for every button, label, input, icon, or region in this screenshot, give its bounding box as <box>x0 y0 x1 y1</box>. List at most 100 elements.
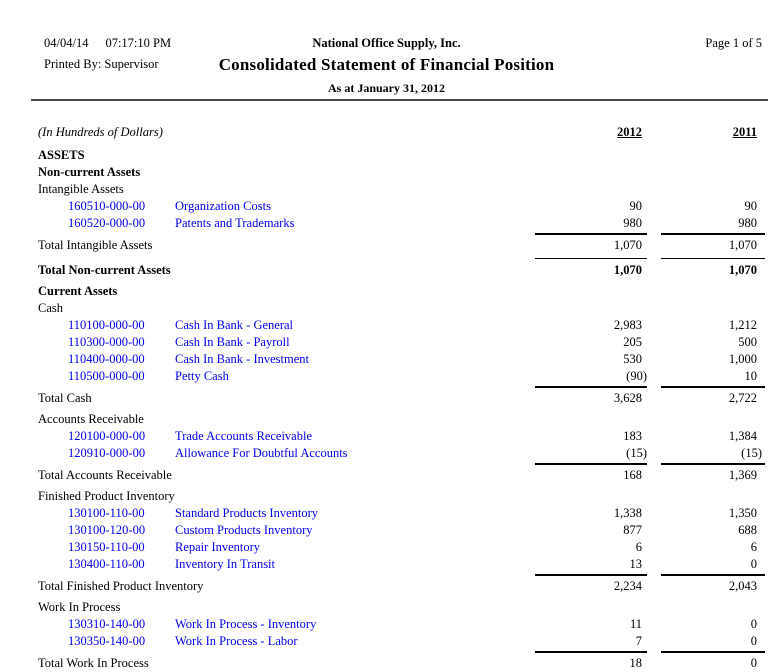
account-number[interactable]: 130400-110-00 <box>68 557 145 571</box>
row-label: Total Accounts Receivable <box>38 468 172 482</box>
row-label: Total Work In Process <box>38 656 149 670</box>
value-2011: 1,350 <box>728 506 757 520</box>
value-2012: 6 <box>635 540 642 554</box>
account-description[interactable]: Cash In Bank - General <box>175 318 294 332</box>
account-description[interactable]: Organization Costs <box>175 199 271 213</box>
account-description[interactable]: Work In Process - Labor <box>175 634 298 648</box>
report-rows: ASSETS Non-current Assets Intangible Asset… <box>0 147 773 672</box>
total-row: Total Intangible Assets 1,070 1,070 <box>0 233 773 254</box>
account-description[interactable]: Patents and Trademarks <box>175 216 295 230</box>
value-2011: 688 <box>738 523 757 537</box>
value-2011: 980 <box>738 216 757 230</box>
account-description[interactable]: Cash In Bank - Investment <box>175 352 310 366</box>
value-2012: 7 <box>635 634 642 648</box>
value-2012: 183 <box>623 429 642 443</box>
report-header-center: National Office Supply, Inc. Consolidate… <box>0 36 773 96</box>
account-row: 110300-000-00 Cash In Bank - Payroll 205 50… <box>0 334 773 351</box>
value-2012: 1,338 <box>613 506 642 520</box>
section-heading-row: Cash <box>0 300 773 317</box>
company-name: National Office Supply, Inc. <box>312 36 461 50</box>
value-2011: (15) <box>741 446 762 460</box>
account-number[interactable]: 110400-000-00 <box>68 352 145 366</box>
value-2012: 205 <box>623 335 642 349</box>
account-number[interactable]: 130100-110-00 <box>68 506 145 520</box>
value-2012: 11 <box>629 617 642 631</box>
account-row: 160520-000-00 Patents and Trademarks 980 98… <box>0 215 773 232</box>
year-column-2011: 2011 <box>732 125 757 139</box>
account-row: 110500-000-00 Petty Cash (90) 10 <box>0 368 773 385</box>
account-row: 130150-110-00 Repair Inventory 6 6 <box>0 539 773 556</box>
value-2011: 2,722 <box>661 386 765 407</box>
value-2011: 0 <box>750 634 757 648</box>
total-row: Total Accounts Receivable 168 1,369 <box>0 463 773 484</box>
account-description[interactable]: Standard Products Inventory <box>175 506 319 520</box>
value-2011: 6 <box>750 540 757 554</box>
account-description[interactable]: Repair Inventory <box>175 540 261 554</box>
row-label: Total Intangible Assets <box>38 238 153 252</box>
row-label: Accounts Receivable <box>38 412 144 426</box>
account-row: 110400-000-00 Cash In Bank - Investment 53… <box>0 351 773 368</box>
value-2011: 1,369 <box>661 463 765 484</box>
account-description[interactable]: Cash In Bank - Payroll <box>175 335 290 349</box>
printed-by: Printed By: Supervisor <box>44 57 159 71</box>
value-2011: 90 <box>744 199 758 213</box>
account-row: 120910-000-00 Allowance For Doubtful Acco… <box>0 445 773 462</box>
account-number[interactable]: 160510-000-00 <box>68 199 146 213</box>
account-number[interactable]: 130150-110-00 <box>68 540 145 554</box>
row-label: Non-current Assets <box>38 165 141 179</box>
account-row: 130350-140-00 Work In Process - Labor 7 0 <box>0 633 773 650</box>
value-2012: 1,070 <box>535 258 647 279</box>
account-description[interactable]: Work In Process - Inventory <box>175 617 317 631</box>
account-row: 120100-000-00 Trade Accounts Receivable 18… <box>0 428 773 445</box>
section-heading-row: Current Assets <box>0 283 773 300</box>
account-number[interactable]: 160520-000-00 <box>68 216 146 230</box>
print-date: 04/04/14 <box>44 36 89 50</box>
value-2011: 1,212 <box>728 318 757 332</box>
account-row: 160510-000-00 Organization Costs 90 90 <box>0 198 773 215</box>
year-column-2012: 2012 <box>617 125 642 139</box>
account-row: 130100-120-00 Custom Products Inventory 87… <box>0 522 773 539</box>
account-description[interactable]: Custom Products Inventory <box>175 523 313 537</box>
value-2011: 1,070 <box>661 258 765 279</box>
total-row: Total Work In Process 18 0 <box>0 651 773 672</box>
value-2011: 1,000 <box>728 352 757 366</box>
account-row: 130310-140-00 Work In Process - Inventory… <box>0 616 773 633</box>
value-2011: 10 <box>744 369 758 383</box>
value-2012: 1,070 <box>535 233 647 254</box>
column-header-row: (In Hundreds of Dollars) 2012 2011 <box>0 120 773 140</box>
value-2011: 1,070 <box>661 233 765 254</box>
row-label: Current Assets <box>38 284 118 298</box>
account-number[interactable]: 130310-140-00 <box>68 617 146 631</box>
section-heading-row: ASSETS <box>0 147 773 164</box>
account-number[interactable]: 110100-000-00 <box>68 318 145 332</box>
account-number[interactable]: 120910-000-00 <box>68 446 146 460</box>
value-2012: 2,983 <box>613 318 642 332</box>
value-2012: 980 <box>623 216 642 230</box>
value-2012: 530 <box>623 352 642 366</box>
account-description[interactable]: Allowance For Doubtful Accounts <box>175 446 348 460</box>
row-label: Cash <box>38 301 63 315</box>
account-number[interactable]: 130100-120-00 <box>68 523 146 537</box>
account-number[interactable]: 120100-000-00 <box>68 429 146 443</box>
row-label: Work In Process <box>38 600 121 614</box>
row-label: Intangible Assets <box>38 182 124 196</box>
report-title: Consolidated Statement of Financial Posi… <box>218 55 555 74</box>
page-number: Page 1 of 5 <box>705 36 762 50</box>
account-number[interactable]: 110500-000-00 <box>68 369 145 383</box>
value-2012: 90 <box>629 199 643 213</box>
value-2012: 13 <box>629 557 643 571</box>
header-divider <box>31 99 768 101</box>
row-label: Finished Product Inventory <box>38 489 175 503</box>
account-row: 130400-110-00 Inventory In Transit 13 0 <box>0 556 773 573</box>
account-description[interactable]: Petty Cash <box>175 369 229 383</box>
section-heading-row: Finished Product Inventory <box>0 488 773 505</box>
account-number[interactable]: 130350-140-00 <box>68 634 146 648</box>
value-2012: 168 <box>535 463 647 484</box>
account-description[interactable]: Trade Accounts Receivable <box>175 429 312 443</box>
section-heading-row: Accounts Receivable <box>0 411 773 428</box>
report-header-left: 04/04/14 07:17:10 PM Printed By: Supervis… <box>44 36 171 72</box>
report-subtitle: As at January 31, 2012 <box>327 81 445 95</box>
account-number[interactable]: 110300-000-00 <box>68 335 145 349</box>
account-description[interactable]: Inventory In Transit <box>175 557 275 571</box>
value-2012: (15) <box>626 446 647 460</box>
